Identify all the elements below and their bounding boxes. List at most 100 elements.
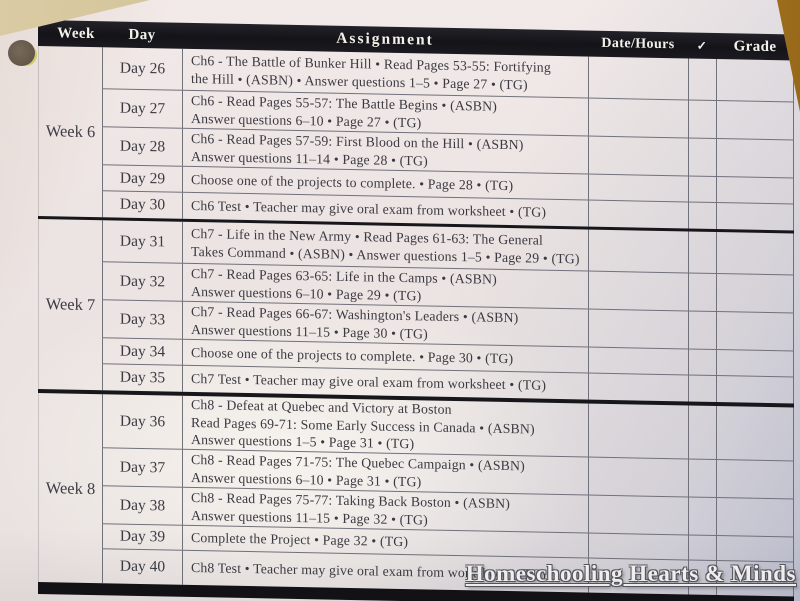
date-hours-cell [588,200,688,229]
day-label: Day 28 [119,137,166,155]
assignment-text: Ch6 - Read Pages 57-59: First Blood on t… [191,130,524,168]
assignment-text: Ch6 Test • Teacher may give oral exam fr… [191,198,547,220]
day-label: Day 30 [119,195,166,214]
check-cell [688,311,716,351]
day-cell: Day 26 [102,47,182,91]
day-label: Day 34 [119,342,166,360]
week-label: Week 7 [38,219,102,391]
check-cell [688,58,716,102]
day-cell: Day 39 [102,524,182,551]
day-cell: Day 37 [102,448,182,488]
grade-cell [716,350,794,378]
day-label: Day 36 [119,412,166,430]
day-cell: Day 29 [102,165,182,193]
check-cell [688,231,716,275]
grade-cell [716,312,794,352]
day-cell: Day 27 [102,89,182,129]
check-cell [688,176,716,204]
day-cell: Day 33 [102,300,182,340]
grade-cell [716,406,794,462]
date-hours-cell [588,174,688,203]
schedule-table: Week Day Assignment Date/Hours ✓ Grade W… [38,20,794,601]
day-cell: Day 31 [102,220,182,264]
assignment-text: Ch6 - The Battle of Bunker Hill • Read P… [191,52,551,92]
day-cell: Day 30 [102,191,182,219]
week-7-section: Week 7 Day 31 Ch7 - Life in the New Army… [38,219,794,404]
week-label-text: Week 8 [45,477,96,498]
date-hours-cell [588,229,688,274]
day-label: Day 39 [119,527,166,546]
assignment-text: Choose one of the projects to complete. … [191,344,514,366]
check-cell [688,202,716,230]
assignment-text: Ch7 Test • Teacher may give oral exam fr… [191,371,547,393]
grade-cell [716,460,794,500]
grade-cell [716,232,794,276]
date-hours-cell [588,533,688,561]
day-cell: Day 38 [102,486,182,526]
week-label: Week 6 [38,46,102,218]
week-label: Week 8 [38,393,102,584]
grade-cell [716,376,794,404]
date-hours-cell [588,271,688,312]
day-label: Day 29 [119,169,166,187]
day-label: Day 40 [119,557,166,576]
grade-cell [716,536,794,563]
date-hours-cell [588,98,688,139]
date-hours-cell [588,373,688,402]
check-cell [688,535,716,562]
date-hours-cell [588,495,688,536]
week-label-text: Week 6 [45,121,96,142]
day-label: Day 35 [119,368,166,387]
day-cell: Day 28 [102,127,182,167]
grade-cell [716,498,794,538]
assignment-text: Ch8 - Defeat at Quebec and Victory at Bo… [191,396,535,452]
assignment-text: Ch7 - Read Pages 66-67: Washington's Lea… [191,303,519,341]
check-cell [688,497,716,537]
date-hours-cell [588,309,688,350]
grade-cell [716,139,794,179]
day-cell: Day 32 [102,262,182,302]
assignment-text: Ch6 - Read Pages 55-57: The Battle Begin… [191,92,497,130]
assignment-text: Ch8 - Read Pages 75-77: Taking Back Bost… [191,489,510,527]
day-label: Day 32 [119,272,166,290]
day-label: Day 33 [119,310,166,328]
assignment-cell: Ch8 - Defeat at Quebec and Victory at Bo… [182,395,588,458]
check-cell [688,138,716,178]
assignment-text: Choose one of the projects to complete. … [191,171,514,193]
grade-cell [716,59,794,103]
check-cell [688,405,716,461]
assignment-text: Ch7 - Life in the New Army • Read Pages … [191,225,580,266]
check-cell [688,375,716,403]
grade-cell [716,177,794,205]
day-label: Day 27 [119,99,166,117]
date-hours-cell [588,457,688,498]
hole-punch [8,40,35,66]
check-cell [688,100,716,140]
header-date-hours: Date/Hours [601,35,675,53]
date-hours-cell [588,56,688,101]
day-label: Day 26 [119,59,166,77]
grade-cell [716,274,794,314]
day-label: Day 37 [119,458,166,476]
date-hours-cell [588,136,688,177]
check-cell [688,349,716,377]
header-day: Day [128,26,156,43]
header-grade: Grade [733,37,777,55]
date-hours-cell [588,347,688,376]
assignment-text: Ch7 - Read Pages 63-65: Life in the Camp… [191,265,497,303]
day-cell: Day 34 [102,338,182,366]
grade-cell [716,101,794,141]
assignment-text: Ch8 - Read Pages 71-75: The Quebec Campa… [191,451,525,489]
day-cell: Day 36 [102,394,182,450]
day-label: Day 38 [119,496,166,514]
day-cell: Day 40 [102,549,182,585]
grade-cell [716,203,794,231]
day-label: Day 31 [119,232,166,250]
date-hours-cell [588,403,688,460]
header-check-icon: ✓ [696,38,708,53]
check-cell [688,273,716,313]
assignment-text: Complete the Project • Page 32 • (TG) [191,530,409,550]
day-cell: Day 35 [102,364,182,392]
